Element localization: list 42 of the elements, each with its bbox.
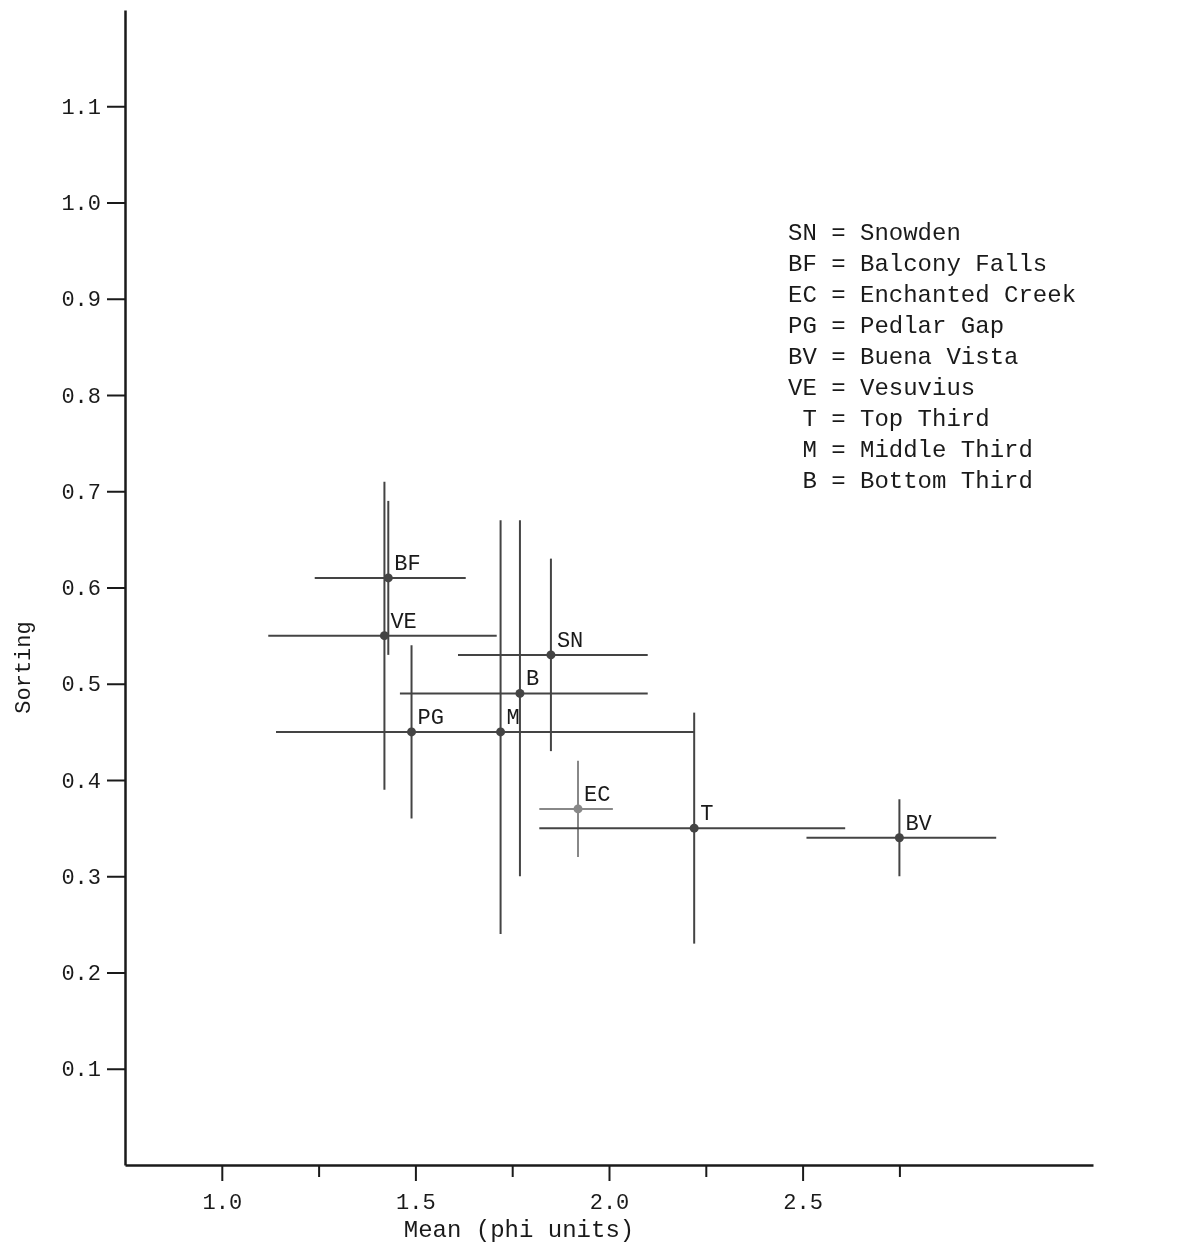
- y-tick-label: 0.6: [61, 577, 101, 603]
- annotation: T = Top Third: [788, 406, 990, 433]
- annotation: VE: [390, 609, 417, 635]
- annotation: BF = Balcony Falls: [788, 251, 1048, 278]
- point: [689, 823, 699, 833]
- annotation: PG: [417, 705, 444, 731]
- point: [573, 804, 583, 814]
- annotation: T: [700, 802, 714, 828]
- annotation: M: [506, 705, 520, 731]
- annotation: VE = Vesuvius: [788, 375, 976, 402]
- annotation: M = Middle Third: [788, 437, 1033, 464]
- x-axis-title: Mean (phi units): [403, 1217, 635, 1244]
- y-axis-title: Sorting: [12, 621, 37, 714]
- annotation: PG = Pedlar Gap: [788, 313, 1005, 340]
- y-tick-label: 1.0: [61, 192, 101, 218]
- annotation: SN: [556, 628, 584, 654]
- x-tick-label: 1.5: [396, 1190, 436, 1216]
- annotation: BF: [394, 551, 421, 577]
- point: [894, 833, 904, 843]
- point: [496, 727, 506, 737]
- x-tick-label: 2.5: [783, 1190, 823, 1216]
- point: [379, 631, 389, 641]
- y-tick-label: 0.1: [61, 1058, 101, 1084]
- y-tick-label: 1.1: [61, 95, 101, 121]
- y-tick-label: 0.3: [61, 865, 101, 891]
- annotation: BV = Buena Vista: [788, 344, 1019, 371]
- annotation: EC = Enchanted Creek: [788, 282, 1077, 309]
- y-tick-label: 0.8: [61, 384, 101, 410]
- annotation: B = Bottom Third: [788, 468, 1033, 495]
- x-tick-label: 2.0: [589, 1190, 630, 1216]
- annotation: EC: [584, 782, 611, 808]
- point: [546, 650, 556, 660]
- y-tick-label: 0.5: [61, 673, 101, 699]
- y-tick-label: 0.9: [61, 288, 101, 314]
- annotation: SN = Snowden: [788, 220, 961, 247]
- x-tick-label: 1.0: [202, 1190, 243, 1216]
- y-tick-label: 0.4: [61, 769, 101, 795]
- y-tick-label: 0.2: [61, 962, 101, 988]
- annotation: B: [525, 667, 540, 693]
- point: [515, 688, 525, 698]
- annotation: BV: [905, 811, 933, 837]
- y-tick-label: 0.7: [61, 480, 101, 506]
